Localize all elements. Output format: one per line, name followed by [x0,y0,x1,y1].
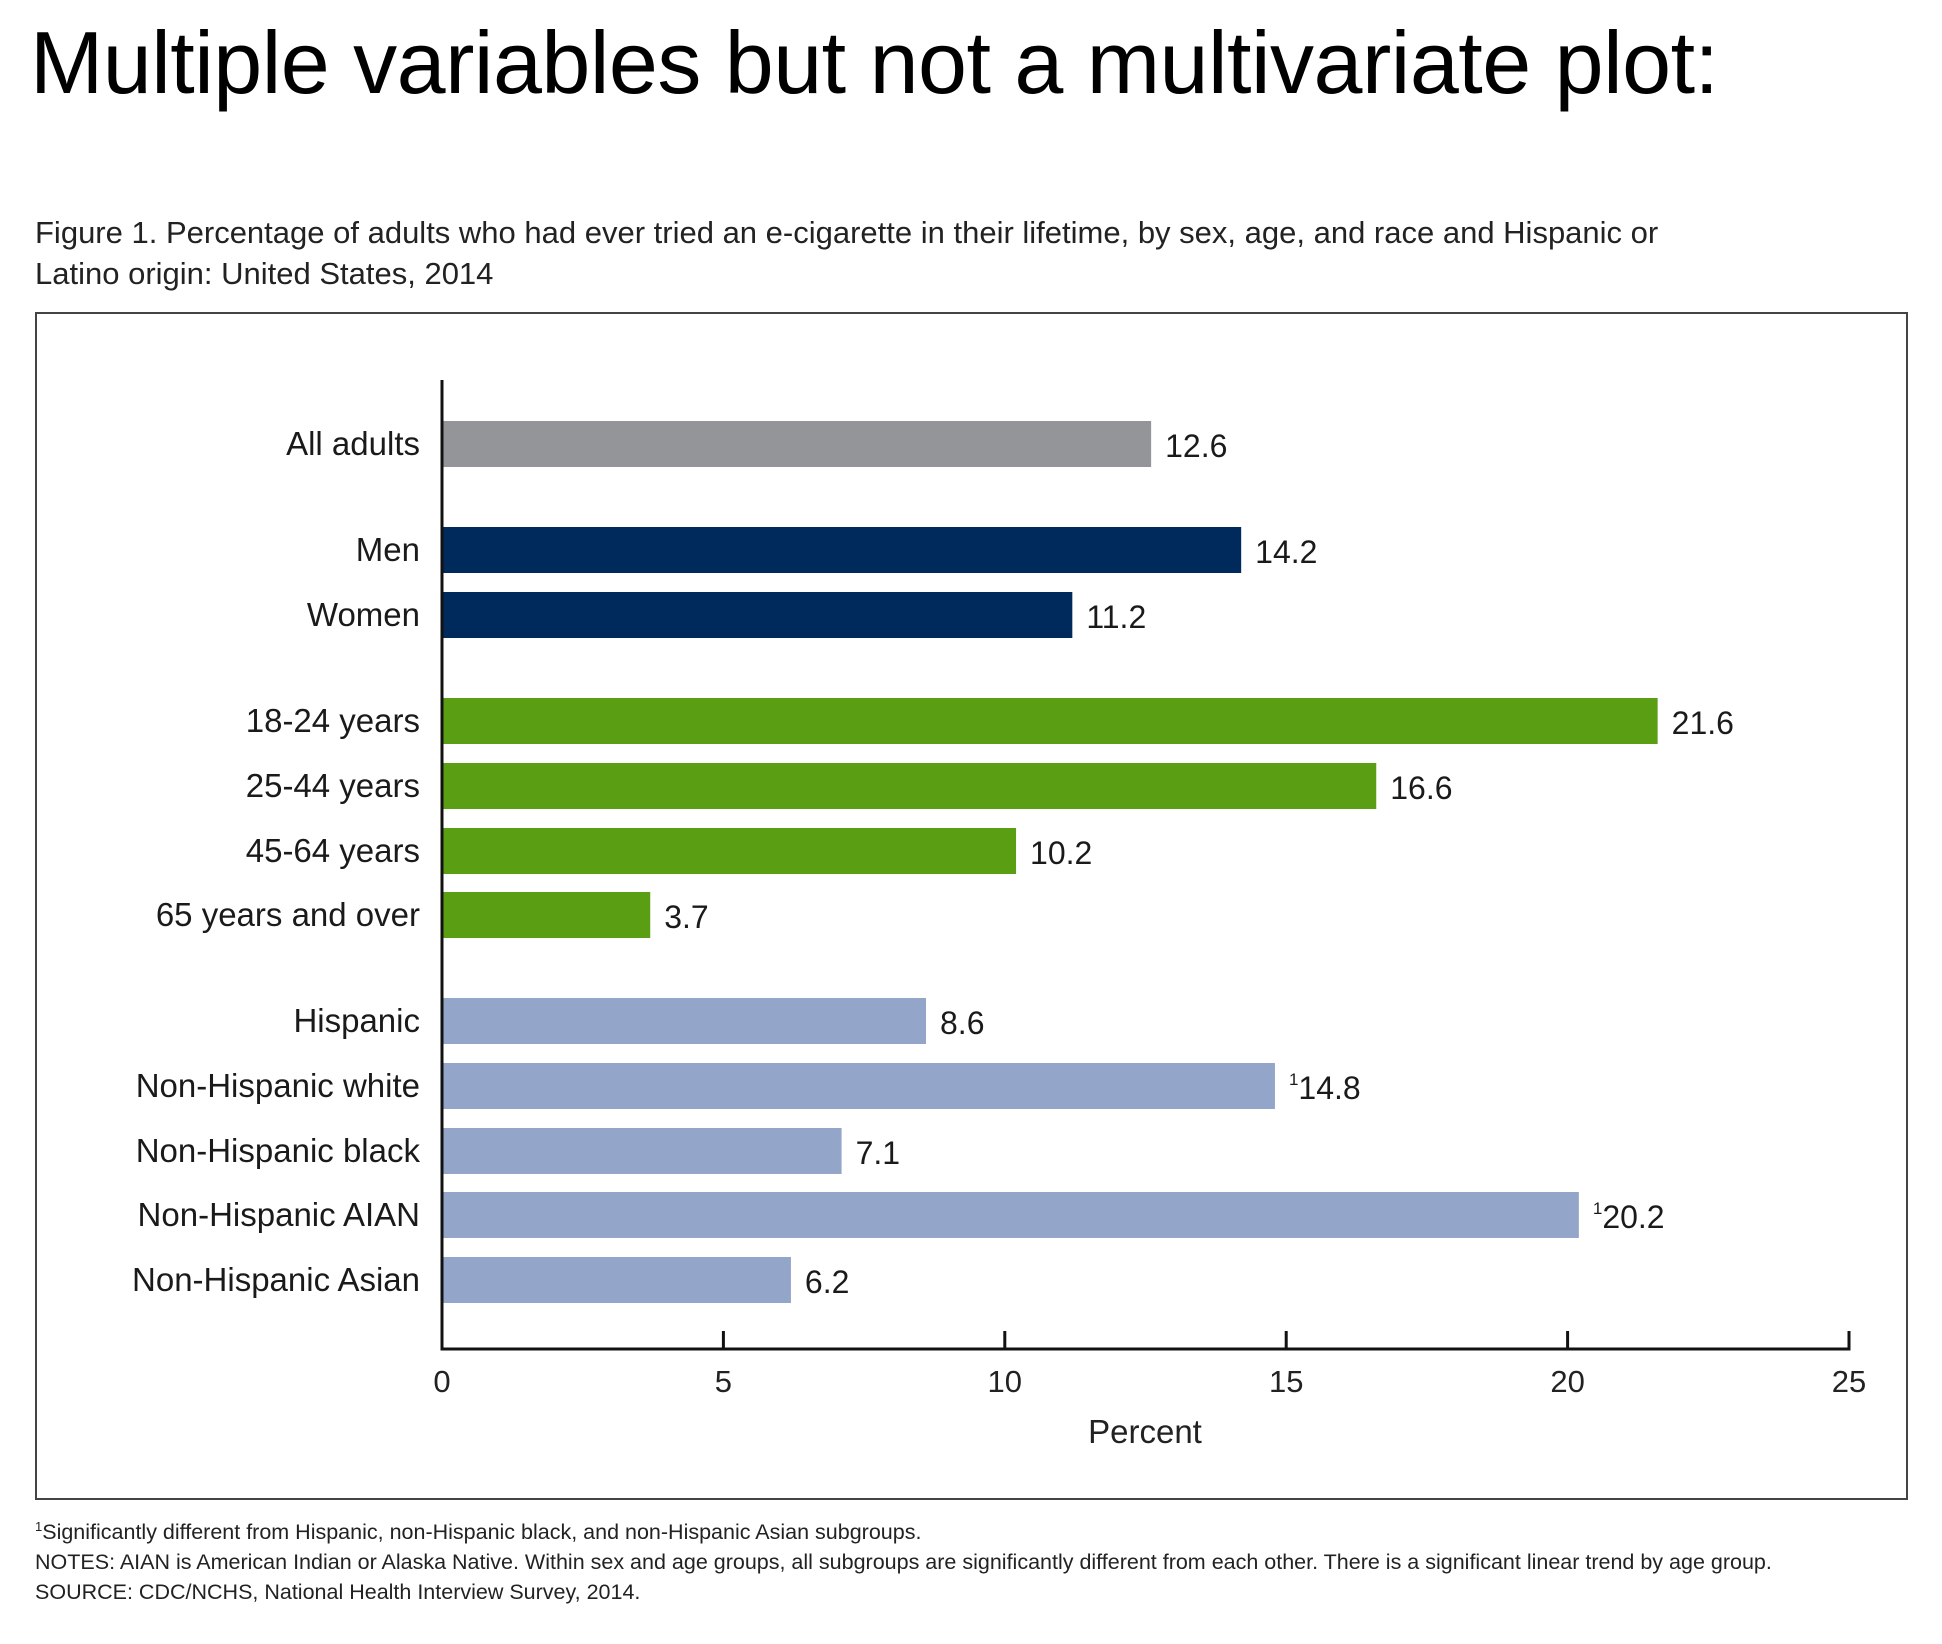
category-label-non-hispanic-aian: Non-Hispanic AIAN [138,1196,420,1233]
bar-non-hispanic-asian [442,1257,791,1303]
ticks-layer: 0 5 10 15 20 25 [433,1331,1866,1399]
value-label-25-44-years: 16.6 [1390,770,1452,806]
bar-45-64-years [442,828,1017,874]
bar-women [442,592,1073,638]
bar-hispanic [442,998,927,1044]
bar-65-years-and-over [442,892,651,938]
x-tick-label-0: 0 [433,1364,450,1399]
category-label-women: Women [307,596,420,633]
value-footnote-marker-non-hispanic-aian: 1 [1593,1199,1602,1218]
value-label-all-adults: 12.6 [1165,428,1227,464]
value-label-18-24-years: 21.6 [1672,705,1734,741]
figure-caption-line-2: Latino origin: United States, 2014 [35,256,494,291]
value-label-non-hispanic-aian: 120.2 [1593,1199,1665,1235]
x-tick-label-25: 25 [1832,1364,1866,1399]
value-label-45-64-years: 10.2 [1030,835,1092,871]
category-labels-layer: All adults Men Women 18-24 years 25-44 years… [132,425,420,1298]
value-label-men: 14.2 [1255,534,1317,570]
slide-title: Multiple variables but not a multivariat… [30,13,1719,112]
category-label-non-hispanic-black: Non-Hispanic black [136,1132,421,1169]
value-number-non-hispanic-white: 14.8 [1298,1070,1360,1106]
value-footnote-marker-non-hispanic-white: 1 [1289,1070,1298,1089]
category-label-non-hispanic-white: Non-Hispanic white [136,1067,420,1104]
category-label-hispanic: Hispanic [293,1002,420,1039]
axes-layer [440,380,1851,1351]
category-label-25-44-years: 25-44 years [246,767,420,804]
bars-layer [442,421,1658,1303]
figure-frame [35,312,1908,1500]
footnote-marker: 1 [35,1519,43,1534]
category-label-non-hispanic-asian: Non-Hispanic Asian [132,1261,420,1298]
value-label-non-hispanic-asian: 6.2 [805,1264,849,1300]
x-tick-label-15: 15 [1269,1364,1303,1399]
value-label-non-hispanic-white: 114.8 [1289,1070,1361,1106]
bar-25-44-years [442,763,1377,809]
footnote-significance-text: Significantly different from Hispanic, n… [42,1520,922,1545]
category-label-all-adults: All adults [286,425,420,462]
category-label-18-24-years: 18-24 years [246,702,420,739]
x-axis-title: Percent [1088,1413,1202,1450]
bar-non-hispanic-aian [442,1192,1579,1238]
bar-18-24-years [442,698,1658,744]
value-label-hispanic: 8.6 [940,1005,984,1041]
value-number-non-hispanic-aian: 20.2 [1602,1199,1664,1235]
notes: NOTES: AIAN is American Indian or Alaska… [35,1550,1772,1575]
x-tick-label-10: 10 [988,1364,1022,1399]
figure-caption-line-1: Figure 1. Percentage of adults who had e… [35,215,1659,250]
x-tick-label-5: 5 [715,1364,732,1399]
footnotes: 1Significantly different from Hispanic, … [35,1512,1915,1607]
source: SOURCE: CDC/NCHS, National Health Interv… [35,1580,641,1605]
value-label-women: 11.2 [1086,599,1146,635]
value-labels-layer: 12.614.211.221.616.610.23.78.6114.87.112… [664,428,1734,1300]
category-label-65-years-and-over: 65 years and over [156,896,420,933]
figure-caption: Figure 1. Percentage of adults who had e… [35,212,1905,294]
bar-non-hispanic-white [442,1063,1275,1109]
category-label-men: Men [356,531,420,568]
value-label-65-years-and-over: 3.7 [664,899,708,935]
bar-all-adults [442,421,1152,467]
x-tick-label-20: 20 [1550,1364,1584,1399]
bar-men [442,527,1242,573]
bar-non-hispanic-black [442,1128,842,1174]
value-label-non-hispanic-black: 7.1 [856,1135,900,1171]
footnote-significance: 1Significantly different from Hispanic, … [35,1512,1915,1547]
category-label-45-64-years: 45-64 years [246,832,420,869]
